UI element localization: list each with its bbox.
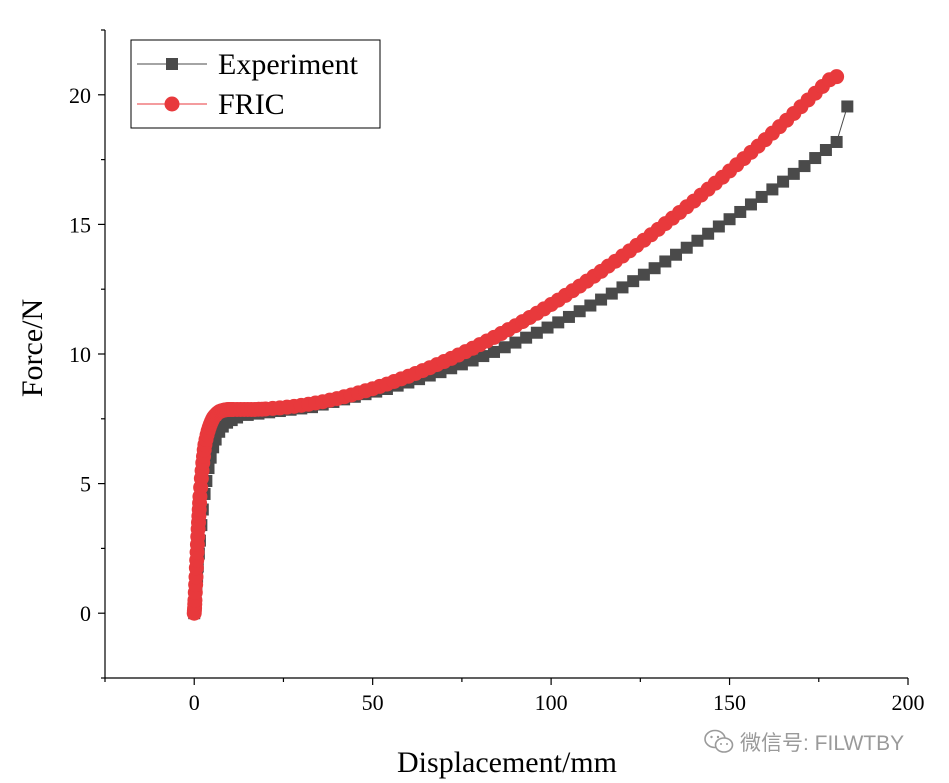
- data-point: [766, 183, 779, 196]
- x-axis-title: Displacement/mm: [397, 746, 617, 779]
- data-point: [659, 255, 672, 268]
- data-point: [777, 175, 790, 188]
- data-point: [595, 293, 608, 306]
- series-experiment: [188, 100, 854, 620]
- x-tick-label: 150: [713, 690, 746, 715]
- data-point: [829, 69, 845, 85]
- series-fric: [186, 69, 845, 621]
- y-tick-label: 15: [69, 212, 91, 237]
- data-point: [734, 205, 747, 218]
- y-tick-label: 20: [69, 83, 91, 108]
- data-point: [744, 198, 757, 211]
- series-line: [193, 106, 848, 614]
- series-layer: [186, 69, 854, 621]
- data-point: [562, 310, 575, 323]
- legend-box: [130, 39, 381, 129]
- legend-label-fric: FRIC: [218, 88, 285, 121]
- y-tick-label: 0: [80, 601, 91, 626]
- x-tick-label: 100: [535, 690, 568, 715]
- data-point: [691, 234, 704, 247]
- watermark-text: 微信号: FILWTBY: [740, 732, 905, 755]
- data-point: [605, 287, 618, 300]
- data-point: [627, 275, 640, 288]
- data-point: [530, 326, 543, 339]
- y-tick-label: 10: [69, 342, 91, 367]
- data-point: [648, 262, 661, 275]
- axes: 0 50 100 150 200 0 5 10 15 20: [69, 29, 925, 715]
- data-point: [488, 345, 501, 358]
- data-point: [819, 144, 832, 157]
- wechat-icon: [704, 729, 734, 753]
- data-point: [809, 152, 822, 165]
- data-point: [755, 190, 768, 203]
- data-point: [498, 341, 511, 354]
- data-point: [584, 299, 597, 312]
- watermark: 微信号: FILWTBY: [704, 727, 904, 757]
- data-point: [670, 248, 683, 261]
- data-point: [520, 331, 533, 344]
- legend-marker-fric: [164, 96, 180, 112]
- data-point: [573, 305, 586, 318]
- data-point: [841, 100, 854, 113]
- y-tick-label: 5: [80, 472, 91, 497]
- data-point: [712, 220, 725, 233]
- legend: Experiment FRIC: [130, 39, 381, 129]
- data-point: [637, 268, 650, 281]
- x-tick-label: 200: [892, 690, 925, 715]
- data-point: [509, 336, 522, 349]
- data-point: [477, 350, 490, 363]
- data-point: [552, 316, 565, 329]
- data-point: [616, 281, 629, 294]
- data-point: [680, 241, 693, 254]
- data-point: [787, 167, 800, 180]
- data-point: [830, 135, 843, 148]
- x-tick-label: 50: [362, 690, 384, 715]
- legend-label-experiment: Experiment: [218, 48, 359, 81]
- data-point: [723, 213, 736, 226]
- y-axis-title: Force/N: [16, 299, 49, 397]
- legend-marker-experiment: [166, 58, 178, 70]
- data-point: [702, 227, 715, 240]
- x-tick-label: 0: [189, 690, 200, 715]
- data-point: [798, 160, 811, 173]
- data-point: [541, 321, 554, 334]
